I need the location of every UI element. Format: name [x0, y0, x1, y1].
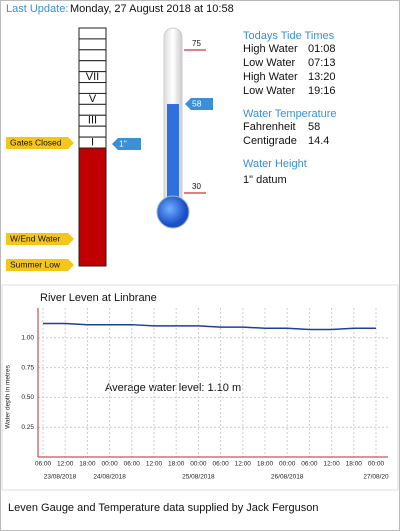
marker-label: Summer Low [10, 259, 61, 269]
x-tick-label: 06:00 [301, 461, 318, 468]
gauge-numeral: V [89, 93, 97, 105]
footer: Leven Gauge and Temperature data supplie… [8, 502, 318, 514]
x-tick-label: 18:00 [346, 461, 363, 468]
x-tick-label: 00:00 [101, 461, 118, 468]
thermo-tag-shape [185, 98, 213, 111]
date-label: 24/08/2018 [93, 474, 126, 481]
date-label: 23/08/2018 [44, 474, 77, 481]
tide-time: 07:13 [308, 57, 336, 69]
tide-time: 01:08 [308, 43, 336, 55]
thermo-tick-label: 75 [192, 39, 201, 48]
temp-value: 58 [308, 121, 320, 133]
x-tick-label: 18:00 [79, 461, 96, 468]
x-tick-label: 18:00 [168, 461, 185, 468]
x-tick-label: 06:00 [212, 461, 229, 468]
update-date: Monday, 27 August 2018 at 10:58 [70, 3, 234, 15]
y-tick-label: 1.00 [21, 335, 34, 342]
section-title: Todays Tide Times [243, 30, 335, 42]
marker-label: W/End Water [10, 233, 60, 243]
x-tick-label: 00:00 [279, 461, 296, 468]
y-tick-label: 0.50 [21, 394, 34, 401]
tide-time: 19:16 [308, 85, 336, 97]
section-title: Water Temperature [243, 108, 337, 120]
x-tick-label: 12:00 [146, 461, 163, 468]
tide-type: Low Water [243, 85, 296, 97]
height-value: 1" datum [243, 174, 287, 186]
date-label: 26/08/2018 [271, 474, 304, 481]
level-tag-shape [112, 138, 141, 150]
thermo-tick-label: 30 [192, 182, 201, 191]
tag-shape [6, 137, 74, 149]
x-tick-label: 18:00 [257, 461, 274, 468]
gauge-numeral: I [91, 136, 94, 148]
tide-type: High Water [243, 43, 298, 55]
x-tick-label: 06:00 [124, 461, 141, 468]
temp-value: 14.4 [308, 135, 329, 147]
update-label: Last Update: [6, 3, 68, 15]
gauge-fill [78, 147, 107, 267]
tag-shape [6, 233, 74, 245]
gauge-row [78, 38, 107, 51]
x-tick-label: 06:00 [35, 461, 52, 468]
x-tick-label: 12:00 [57, 461, 74, 468]
tide-time: 13:20 [308, 71, 336, 83]
series-line [43, 322, 376, 331]
x-tick-label: 12:00 [323, 461, 340, 468]
y-axis-label: Water depth in metres [5, 364, 12, 428]
temp-name: Fahrenheit [243, 121, 296, 133]
y-tick-label: 0.75 [21, 364, 34, 371]
gauge-row [78, 136, 107, 149]
gauge-row [78, 49, 107, 62]
tide-type: High Water [243, 71, 298, 83]
temp-name: Centigrade [243, 135, 297, 147]
x-tick-label: 00:00 [368, 461, 385, 468]
thermo-bulb [156, 195, 190, 229]
gauge-row [78, 27, 107, 40]
y-tick-label: 0.25 [21, 424, 34, 431]
annotation: Average water level: 1.10 m [105, 382, 241, 394]
chart-panel [1, 284, 399, 491]
chart-title: River Leven at Linbrane [40, 292, 157, 304]
x-tick-label: 00:00 [190, 461, 207, 468]
gauge-row [78, 103, 107, 116]
gauge-numeral: III [88, 115, 97, 127]
date-label: 25/08/2018 [182, 474, 215, 481]
tag-shape [6, 259, 74, 271]
thermo-tag: 58 [192, 98, 202, 108]
tide-type: Low Water [243, 57, 296, 69]
thermo-column [167, 104, 179, 212]
section-title: Water Height [243, 158, 307, 170]
marker-label: Gates Closed [10, 137, 62, 147]
gauge-row [78, 82, 107, 94]
gauge-numeral: VII [86, 71, 99, 83]
level-tag: 1" [119, 138, 127, 148]
x-tick-label: 12:00 [235, 461, 252, 468]
date-label: 27/08/20 [363, 474, 389, 481]
